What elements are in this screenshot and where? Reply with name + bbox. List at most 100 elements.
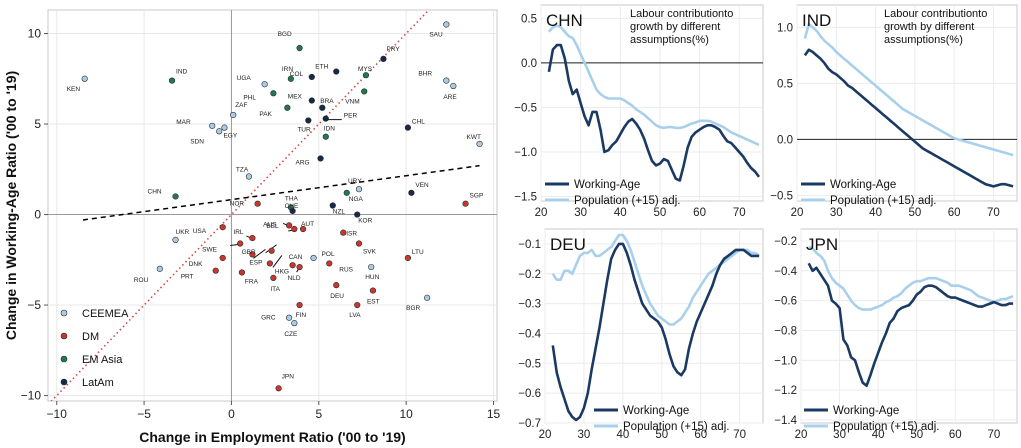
- working-age-line: [803, 48, 1014, 188]
- scatter-point: [296, 301, 303, 309]
- point-label: SGP: [470, 193, 484, 200]
- point-label: LTU: [412, 249, 424, 256]
- point-label: PER: [344, 113, 358, 120]
- point-label: POL: [322, 251, 335, 258]
- legend-label: LatAm: [82, 377, 114, 389]
- x-tick-label: 40: [614, 207, 627, 219]
- x-tick-label: 70: [733, 429, 746, 441]
- point-label: ZAF: [235, 102, 247, 109]
- population-adj-line: [808, 245, 1014, 311]
- scatter-point: [168, 77, 176, 84]
- scatter-chart: −10 −5 0 5 10 15 −10 −5 0 5 10 Change in Employment…: [3, 9, 501, 445]
- point-label: MEX: [288, 94, 303, 101]
- scatter-point: [291, 225, 298, 233]
- x-tick-label: 40: [616, 429, 629, 441]
- y-tick-label: −0.1: [518, 239, 541, 251]
- panel-title: CHN: [546, 11, 583, 30]
- legend-label: EM Asia: [82, 354, 123, 366]
- point-label: UGA: [237, 75, 252, 82]
- x-tick-label: 70: [987, 429, 1000, 441]
- point-label: ARE: [443, 94, 457, 101]
- scatter-point: [270, 274, 277, 282]
- y-tick-label: −0.2: [518, 269, 541, 281]
- point-label: IND: [176, 69, 188, 76]
- point-label: SAU: [429, 31, 443, 38]
- annotation-line: growth by different: [884, 21, 974, 33]
- scatter-point: [380, 55, 387, 62]
- x-tick-label: 30: [574, 207, 587, 219]
- scatter-point: [266, 260, 273, 267]
- y-tick-label: 5: [34, 117, 41, 131]
- point-label: KEN: [67, 86, 81, 93]
- annotation-line: Labour contributionto: [884, 8, 987, 20]
- scatter-point: [369, 287, 377, 294]
- panel-title: JPN: [806, 235, 838, 254]
- y-tick-label: −1.0: [514, 147, 537, 159]
- x-tick-label: 50: [654, 207, 667, 219]
- scatter-point: [443, 21, 450, 28]
- working-age-line: [551, 242, 760, 422]
- scatter-point: [308, 97, 315, 104]
- scatter-point: [408, 189, 415, 196]
- label-leader-line: [230, 244, 239, 247]
- y-tick-label: −10: [21, 389, 42, 403]
- legend-label: Working-Age: [623, 405, 689, 417]
- scatter-point: [329, 202, 336, 209]
- point-label: URY: [348, 178, 362, 185]
- point-label: BEL: [266, 223, 279, 230]
- x-tick-label: −10: [47, 407, 68, 421]
- x-tick-label: 5: [315, 407, 322, 421]
- point-label: CHN: [148, 188, 162, 195]
- scatter-point: [216, 128, 223, 135]
- x-tick-label: 15: [487, 407, 501, 421]
- annotation-line: assumptions(%): [884, 34, 963, 46]
- y-tick-label: −0.5: [514, 102, 537, 114]
- scatter-point: [291, 320, 298, 327]
- y-tick-label: −0.6: [518, 388, 541, 400]
- point-label: GBR: [242, 249, 256, 256]
- y-tick-label: 0.0: [777, 134, 793, 146]
- scatter-point: [156, 265, 163, 272]
- point-label: DEU: [330, 293, 344, 300]
- scatter-point: [237, 240, 244, 247]
- population-adj-line: [551, 233, 760, 326]
- y-tick-label: −1.2: [774, 385, 797, 397]
- scatter-point: [333, 282, 340, 289]
- x-tick-label: 20: [535, 207, 548, 219]
- scatter-point: [404, 124, 411, 131]
- scatter-point: [230, 111, 237, 119]
- label-leader-line: [253, 248, 266, 259]
- y-tick-label: −0.4: [518, 328, 541, 340]
- working-age-line: [547, 43, 761, 182]
- scatter-point: [476, 140, 483, 148]
- point-label: NZL: [333, 209, 346, 216]
- x-tick-label: 20: [795, 429, 808, 441]
- legend-label: Population (+15) adj.: [623, 421, 729, 433]
- legend-label: Working-Age: [574, 179, 640, 191]
- scatter-point: [284, 104, 291, 111]
- point-label: BGR: [406, 305, 420, 312]
- scatter-point: [355, 186, 363, 193]
- x-tick-label: 60: [693, 207, 706, 219]
- legend-label: Population (+15) adj.: [830, 195, 936, 207]
- plot-area: [796, 4, 1018, 202]
- x-tick-label: 70: [733, 207, 746, 219]
- x-tick-label: 30: [830, 207, 843, 219]
- point-label: TUR: [297, 126, 311, 133]
- point-label: IDN: [324, 126, 336, 133]
- point-label: LVA: [349, 312, 361, 319]
- jpn-line-chart: 20 30 40 50 60 70 −0.2 −0.4 −0.6 −0.8 −1.0 −1.2 −1.4…: [774, 228, 1018, 441]
- deu-line-chart: 20 30 40 50 60 70 −0.1 −0.2 −0.3 −0.4 −0.5 −0.6 −0.7…: [518, 228, 764, 441]
- point-label: SWE: [202, 247, 217, 254]
- point-label: KOR: [358, 218, 372, 225]
- scatter-point: [343, 189, 350, 196]
- scatter-point: [212, 267, 219, 274]
- point-label: EGY: [223, 133, 237, 140]
- panel-title: IND: [802, 11, 831, 30]
- panel-title: DEU: [550, 235, 586, 254]
- legend-marker: [60, 332, 68, 340]
- scatter-point: [354, 211, 361, 218]
- x-tick-label: 50: [910, 429, 923, 441]
- point-label: HUN: [365, 274, 379, 281]
- legend-label: CEEMEA: [82, 308, 129, 320]
